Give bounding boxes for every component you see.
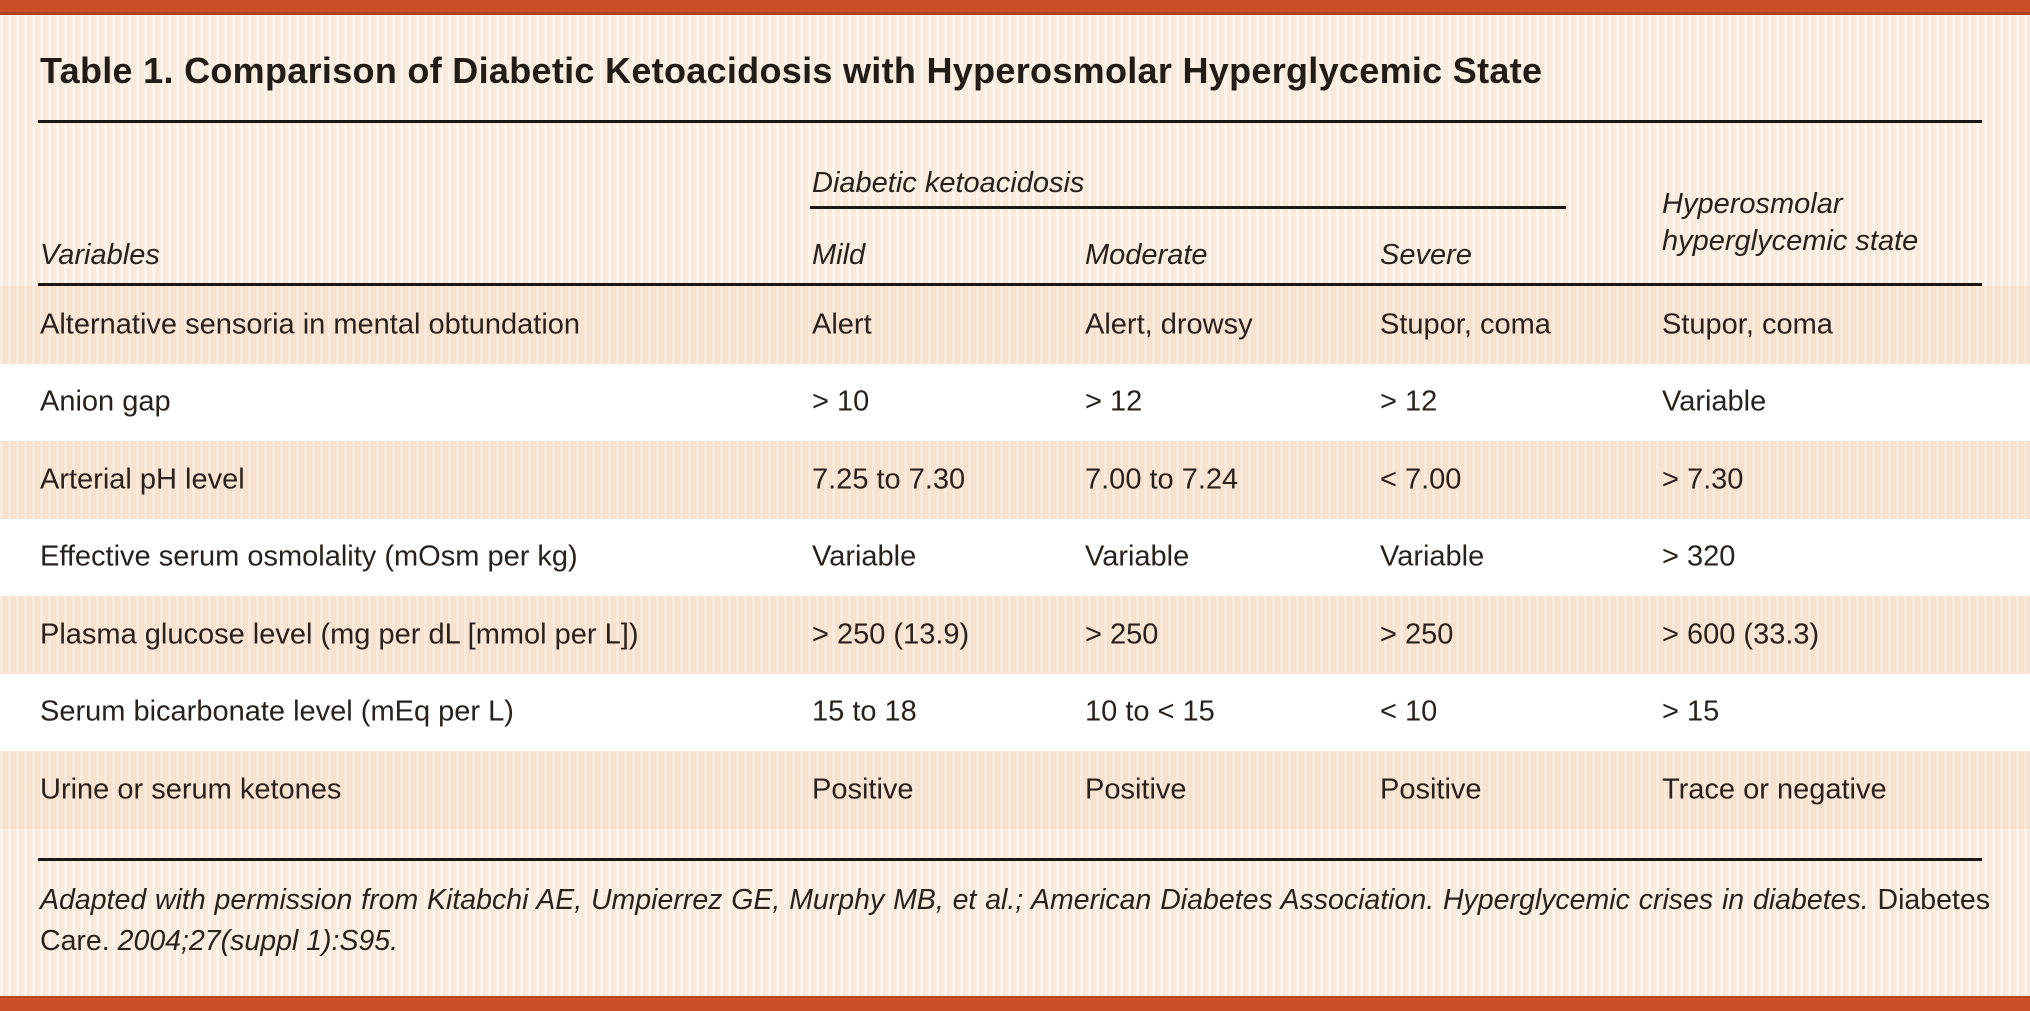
cell-mild: Alert <box>812 308 872 341</box>
column-group-header-dka: Diabetic ketoacidosis <box>812 167 1085 199</box>
cell-mild: Positive <box>812 773 914 806</box>
footnote-tail: 2004;27(suppl 1):S95. <box>117 925 399 957</box>
cell-variable: Urine or serum ketones <box>40 773 342 806</box>
cell-severe: > 12 <box>1380 385 1438 418</box>
cell-hhs: Variable <box>1662 385 1767 418</box>
table-row: Plasma glucose level (mg per dL [mmol pe… <box>0 596 2030 674</box>
cell-mild: > 250 (13.9) <box>812 618 970 651</box>
cell-moderate: Variable <box>1085 540 1190 573</box>
table-row: Anion gap > 10 > 12 > 12 Variable <box>0 363 2030 441</box>
table-row: Serum bicarbonate level (mEq per L) 15 t… <box>0 673 2030 751</box>
column-header-severe: Severe <box>1380 239 1472 271</box>
cell-variable: Alternative sensoria in mental obtundati… <box>40 308 581 341</box>
cell-severe: > 250 <box>1380 618 1454 651</box>
rule-under-dka-group <box>810 206 1566 209</box>
cell-moderate: Alert, drowsy <box>1085 308 1253 341</box>
cell-mild: Variable <box>812 540 917 573</box>
table-row: Urine or serum ketones Positive Positive… <box>0 751 2030 829</box>
table-title: Table 1. Comparison of Diabetic Ketoacid… <box>40 50 1543 91</box>
cell-hhs: Trace or negative <box>1662 773 1887 806</box>
cell-severe: < 10 <box>1380 695 1438 728</box>
column-header-moderate: Moderate <box>1085 239 1208 271</box>
cell-hhs: > 7.30 <box>1662 463 1744 496</box>
cell-hhs: > 320 <box>1662 540 1736 573</box>
cell-variable: Arterial pH level <box>40 463 245 496</box>
table-body: Alternative sensoria in mental obtundati… <box>0 286 2030 829</box>
column-header-variables: Variables <box>40 239 160 271</box>
table-row: Alternative sensoria in mental obtundati… <box>0 286 2030 364</box>
cell-mild: 15 to 18 <box>812 695 917 728</box>
footnote-lead: Adapted with permission from Kitabchi AE… <box>40 884 1869 916</box>
cell-hhs: > 15 <box>1662 695 1720 728</box>
cell-moderate: 7.00 to 7.24 <box>1085 463 1239 496</box>
cell-variable: Effective serum osmolality (mOsm per kg) <box>40 540 578 573</box>
cell-variable: Anion gap <box>40 385 171 418</box>
rule-below-title <box>38 120 1982 123</box>
top-accent-bar <box>0 0 2030 15</box>
cell-severe: Variable <box>1380 540 1485 573</box>
cell-variable: Serum bicarbonate level (mEq per L) <box>40 695 514 728</box>
bottom-accent-bar <box>0 996 2030 1011</box>
footnote-citation: Adapted with permission from Kitabchi AE… <box>40 880 1990 962</box>
column-header-hhs: Hyperosmolar hyperglycemic state <box>1662 188 1919 257</box>
footnote-journal-name: Diabetes Care. <box>40 884 1990 957</box>
cell-severe: Positive <box>1380 773 1482 806</box>
cell-moderate: > 250 <box>1085 618 1159 651</box>
cell-hhs: > 600 (33.3) <box>1662 618 1820 651</box>
column-header-mild: Mild <box>812 239 866 271</box>
rule-below-header <box>38 283 1982 286</box>
cell-mild: > 10 <box>812 385 870 418</box>
cell-severe: Stupor, coma <box>1380 308 1551 341</box>
cell-variable: Plasma glucose level (mg per dL [mmol pe… <box>40 618 639 651</box>
cell-severe: < 7.00 <box>1380 463 1462 496</box>
table-row: Arterial pH level 7.25 to 7.30 7.00 to 7… <box>0 441 2030 519</box>
cell-hhs: Stupor, coma <box>1662 308 1833 341</box>
table-row: Effective serum osmolality (mOsm per kg)… <box>0 518 2030 596</box>
cell-mild: 7.25 to 7.30 <box>812 463 966 496</box>
cell-moderate: 10 to < 15 <box>1085 695 1215 728</box>
cell-moderate: > 12 <box>1085 385 1143 418</box>
cell-moderate: Positive <box>1085 773 1187 806</box>
rule-above-footnote <box>38 858 1982 861</box>
